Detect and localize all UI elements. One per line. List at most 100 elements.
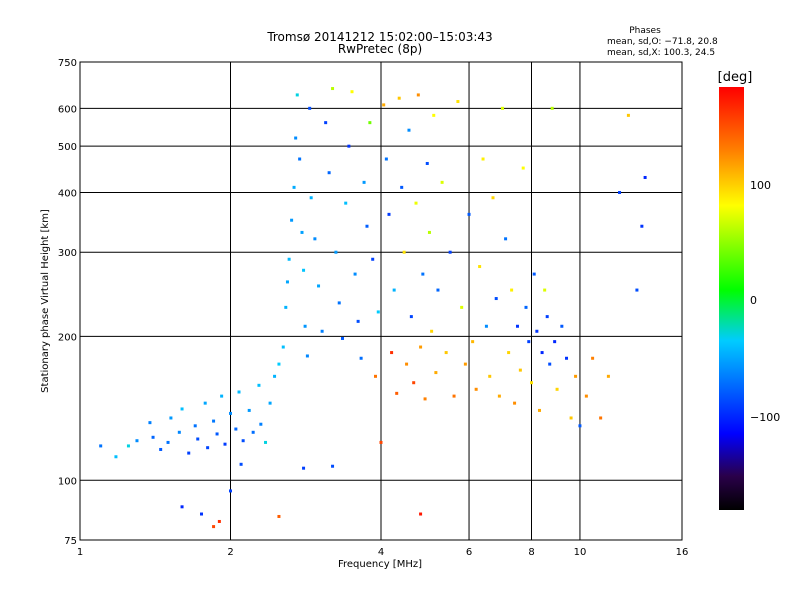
colorbar-tick-100: 100 [750,179,771,192]
colorbar-tick-0: 0 [750,294,757,307]
data-point [430,329,434,333]
data-point [298,157,302,161]
data-point [463,362,467,366]
data-point [513,401,517,405]
data-point [365,224,369,228]
y-tick-label: 500 [58,142,77,153]
data-point [419,345,423,349]
data-point [491,196,495,200]
data-point [448,250,452,254]
data-point [518,368,522,372]
data-point [535,329,539,333]
data-point [427,230,431,234]
data-point [180,407,184,411]
data-point [640,224,644,228]
data-point [560,324,564,328]
data-point [281,345,285,349]
data-point [257,383,261,387]
data-point [478,265,482,269]
data-point [212,419,216,423]
data-point [432,113,436,117]
data-point [284,305,288,309]
x-tick-label: 16 [676,547,689,558]
data-point [521,166,525,170]
x-tick-label: 2 [227,547,233,558]
data-point [148,421,152,425]
data-point [317,284,321,288]
data-point [419,512,423,516]
y-tick-label: 200 [58,332,77,343]
data-point [382,103,386,107]
data-point [425,161,429,165]
data-point [414,201,418,205]
x-tick-label: 6 [466,547,472,558]
data-point [285,280,289,284]
data-point [643,175,647,179]
data-point [177,430,181,434]
data-point [515,324,519,328]
colorbar-unit-label: [deg] [718,70,753,85]
data-point [327,171,331,175]
data-point [251,430,255,434]
y-axis-label: Stationary phase Virtual Height [km] [40,209,51,393]
x-tick-label: 8 [528,547,534,558]
chart-subtitle: RwPretec (8p) [338,42,422,56]
data-point [305,354,309,358]
data-point [303,324,307,328]
data-point [259,422,263,426]
data-point [166,440,170,444]
y-tick-label: 400 [58,188,77,199]
data-point [273,374,277,378]
data-point [553,340,557,344]
data-point [268,401,272,405]
data-point [229,489,232,493]
y-tick-label: 750 [58,58,77,69]
data-point [444,351,448,355]
data-point [114,455,118,459]
data-point [392,288,396,292]
data-point [206,446,210,450]
data-point [302,466,306,470]
data-point [574,374,578,378]
data-point [626,113,630,117]
y-tick-label: 100 [58,476,77,487]
y-tick-label: 600 [58,104,77,115]
data-point [440,180,444,184]
data-point [471,340,475,344]
colorbar-tick-minus-100: −100 [750,411,780,424]
data-point [300,230,304,234]
data-point [412,381,416,385]
data-point [200,512,204,516]
data-point [504,237,508,241]
data-point [277,514,281,518]
data-point [421,272,425,276]
data-point [635,288,639,292]
data-point [239,462,243,466]
data-point [395,391,399,395]
data-point [527,340,531,344]
data-point [247,408,251,412]
data-point [397,96,401,100]
data-point [344,201,348,205]
data-points [99,87,647,529]
data-point [452,394,456,398]
data-point [217,519,221,523]
data-point [180,505,184,509]
data-point [99,444,103,448]
data-point [555,387,559,391]
data-point [368,121,372,125]
data-point [334,250,338,254]
data-point [379,440,383,444]
data-point [606,374,610,378]
data-point [295,93,299,97]
data-point [376,310,380,314]
data-point [409,315,413,319]
data-point [530,381,533,385]
data-point [599,416,603,420]
x-tick-label: 4 [378,547,384,558]
data-point [474,387,478,391]
phases-o-stats: mean, sd,O: −71.8, 20.8 [607,37,718,47]
data-point [591,356,595,360]
data-point [234,427,238,431]
